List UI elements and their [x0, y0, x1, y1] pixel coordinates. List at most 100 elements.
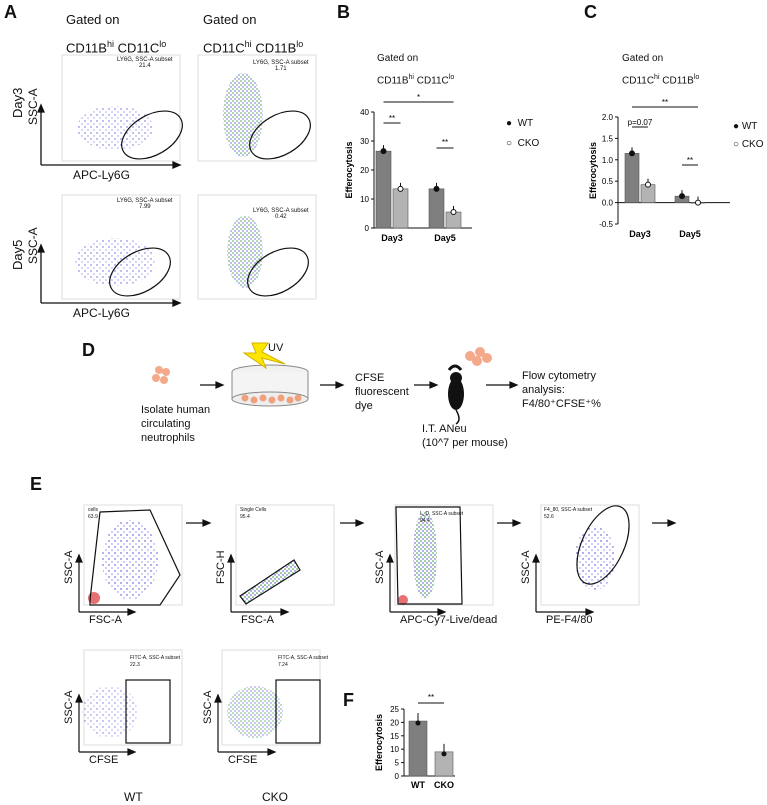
bar-cko [392, 188, 409, 229]
panel-e-plot-2 [235, 504, 335, 606]
bar-wt [428, 188, 445, 229]
y-tick-label: 1.5 [602, 134, 614, 143]
sig-label-day5: ** [442, 138, 448, 147]
y-tick-label: 20 [390, 718, 399, 727]
panel-e-ylabel: SSC-A [63, 550, 75, 584]
y-tick-label: 40 [360, 108, 369, 117]
bar-wt [408, 720, 428, 777]
panel-e-plot-1 [83, 504, 183, 606]
y-tick-label: 15 [390, 732, 399, 741]
panel-e-xlabel: PE-F4/80 [546, 614, 593, 626]
y-tick-label: -0.5 [599, 220, 613, 229]
data-point [645, 181, 651, 188]
y-axis-label: Efferocytosis [344, 141, 354, 198]
dose-text: (10^7 per mouse) [422, 437, 508, 449]
bar-wt [624, 153, 640, 203]
panel-e-plot-6 [221, 649, 321, 746]
y-axis-label: Efferocytosis [374, 714, 384, 771]
data-point [415, 720, 421, 726]
data-point [397, 185, 404, 192]
y-axis-label: Efferocytosis [588, 142, 598, 199]
gate-label-a4: LY6G, SSC-A subset 0.42 [253, 208, 309, 220]
panel-e-gate-label: FITC-A, SSC-A subset 22.3 [130, 655, 181, 668]
y-tick-label: 20 [360, 166, 369, 175]
panel-a-plot-1 [61, 54, 183, 162]
panel-e-plot-4 [540, 504, 640, 606]
panel-e-ylabel: SSC-A [374, 550, 386, 584]
panel-label-a: A [4, 2, 17, 22]
y-tick-label: 0.0 [602, 199, 614, 208]
panel-e-gate-label: L_D, SSC-A subset 94.4 [420, 511, 464, 524]
sig-label-day3: p=0.07 [628, 118, 653, 127]
y-tick-label: 0.5 [602, 177, 614, 186]
sig-label-pair: ** [428, 693, 434, 702]
panel-e-gate-label: cells 63.9 [88, 507, 99, 520]
panel-e-xlabel: FSC-A [241, 614, 274, 626]
gate-label-a1: LY6G, SSC-A subset 21.4 [117, 57, 173, 69]
sig-label-between: * [417, 93, 420, 102]
panel-label-c: C [584, 2, 597, 22]
sig-label-between: ** [662, 98, 668, 107]
legend-c: ● WT ○ CKO [733, 121, 764, 150]
y-tick-label: 2.0 [602, 113, 614, 122]
x-tick-label: CKO [434, 780, 454, 790]
label-wt: WT [124, 790, 143, 804]
panel-a-plot-3 [61, 194, 181, 300]
y-tick-label: 0 [395, 772, 400, 781]
panel-a-xlabel-1: APC-Ly6G [73, 168, 130, 182]
y-tick-label: 10 [360, 195, 369, 204]
data-point [695, 199, 701, 206]
panel-e-gate-label: Single Cells 95.4 [240, 507, 267, 520]
y-tick-label: 5 [395, 759, 400, 768]
x-tick-label: Day3 [629, 229, 651, 239]
panel-b-title: Gated on CD11Bhi CD11Clo [377, 53, 455, 87]
panel-a-col1-title: Gated on CD11Bhi CD11Clo [66, 12, 167, 56]
panel-label-f: F [343, 690, 354, 710]
panel-a-plot-2 [197, 54, 317, 162]
panel-e-ylabel: SSC-A [63, 690, 75, 724]
data-point [433, 185, 440, 192]
panel-label-b: B [337, 2, 350, 22]
label-cko: CKO [262, 790, 289, 804]
panel-e-plot-3 [394, 504, 494, 606]
sig-label-day5: ** [687, 156, 693, 165]
gate-label-a2: LY6G, SSC-A subset 1.71 [253, 60, 309, 72]
panel-label-e: E [30, 474, 43, 494]
panel-e-ylabel: SSC-A [520, 550, 532, 584]
panel-label-d: D [82, 340, 95, 360]
x-tick-label: Day3 [381, 233, 403, 243]
legend-cko-marker: ○ [506, 138, 513, 149]
panel-e-plot-5 [82, 649, 183, 746]
panel-e-ylabel: FSC-H [215, 550, 227, 584]
flow-text: Flow cytometry analysis: F4/80⁺CFSE⁺% [522, 370, 601, 410]
y-tick-label: 1.0 [602, 156, 614, 165]
data-point [679, 193, 685, 200]
isolate-text: Isolate human circulating neutrophils [141, 404, 211, 444]
neutrophil-cluster-icon [465, 347, 492, 366]
y-tick-label: 25 [390, 705, 399, 714]
panel-e-xlabel: CFSE [228, 754, 258, 766]
gate-label-a3: LY6G, SSC-A subset 7.99 [117, 198, 173, 210]
x-tick-label: Day5 [679, 229, 701, 239]
legend-b: ● WT ○ CKO [506, 118, 540, 149]
panel-a-plot-4 [197, 194, 317, 300]
petri-dish-icon [231, 364, 309, 407]
y-tick-label: 0 [365, 224, 370, 233]
neutrophil-cells-icon [152, 366, 170, 384]
legend-wt-marker: ● [506, 118, 513, 129]
panel-a-xlabel-2: APC-Ly6G [73, 306, 130, 320]
panel-e-xlabel: FSC-A [89, 614, 122, 626]
panel-a-col2-title: Gated on CD11Chi CD11Blo [203, 12, 304, 56]
panel-e-gate-label: FITC-A, SSC-A subset 7.24 [278, 655, 329, 668]
data-point [441, 751, 447, 757]
panel-e-ylabel: SSC-A [202, 690, 214, 724]
x-tick-label: WT [411, 780, 425, 790]
uv-lightning-icon [242, 342, 286, 370]
panel-e-xlabel: CFSE [89, 754, 119, 766]
panel-c-title: Gated on CD11Chi CD11Blo [622, 53, 700, 87]
data-point [450, 209, 457, 216]
x-tick-label: Day5 [434, 233, 456, 243]
data-point [629, 150, 635, 157]
